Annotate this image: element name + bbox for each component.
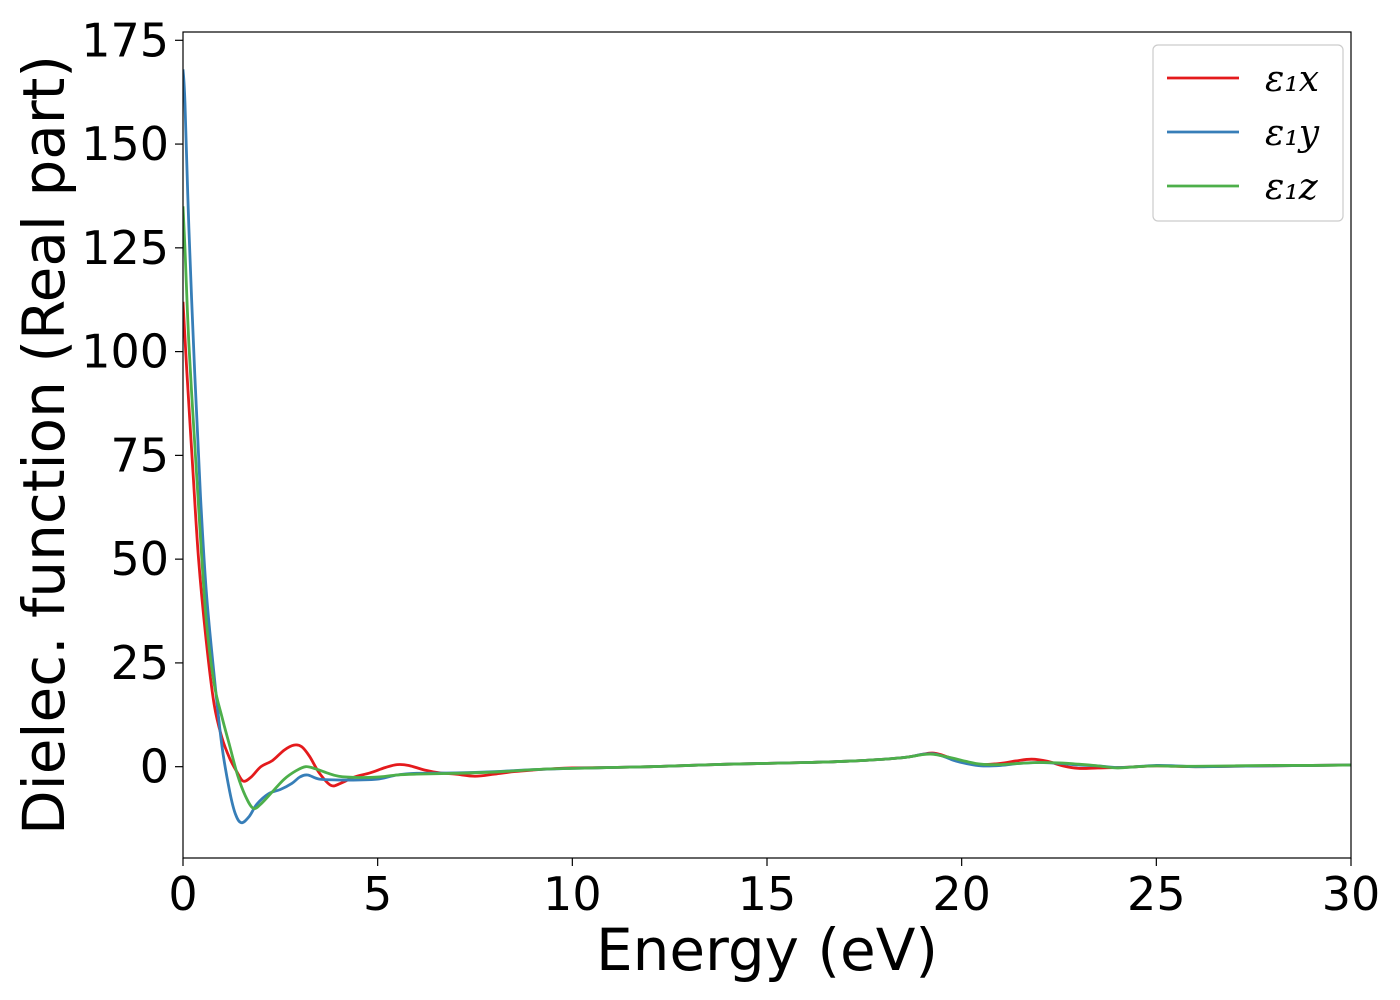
legend-box: [1152, 44, 1344, 222]
y-tick-label: 150: [81, 117, 169, 171]
y-tick-label: 125: [81, 221, 169, 275]
x-tick-label: 25: [1127, 867, 1186, 921]
series-line-2: [183, 206, 1351, 810]
x-tick-label: 5: [363, 867, 392, 921]
y-tick-label: 175: [81, 13, 169, 67]
x-tick-label: 10: [543, 867, 602, 921]
y-axis-label: Dielec. function (Real part): [10, 55, 78, 835]
y-tick-label: 100: [81, 325, 169, 379]
x-tick-label: 30: [1322, 867, 1381, 921]
y-tick-label: 25: [110, 636, 169, 690]
y-tick-label: 75: [110, 428, 169, 482]
x-axis-label: Energy (eV): [596, 916, 938, 984]
x-tick-label: 0: [168, 867, 197, 921]
legend-label-0: ε₁x: [1265, 59, 1319, 100]
x-tick-label: 20: [932, 867, 991, 921]
legend: ε₁x ε₁y ε₁z: [1152, 44, 1344, 222]
legend-label-1: ε₁y: [1265, 113, 1320, 154]
x-tick-label: 15: [738, 867, 797, 921]
axis-ticks: 0 5 10 15 20 25 30 0 25 50 75 100 125 150 175: [81, 13, 1380, 921]
plot-lines: [183, 69, 1351, 825]
legend-label-2: ε₁z: [1265, 167, 1319, 208]
y-tick-label: 50: [110, 532, 169, 586]
series-line-0: [183, 301, 1351, 788]
y-tick-label: 0: [140, 740, 169, 794]
